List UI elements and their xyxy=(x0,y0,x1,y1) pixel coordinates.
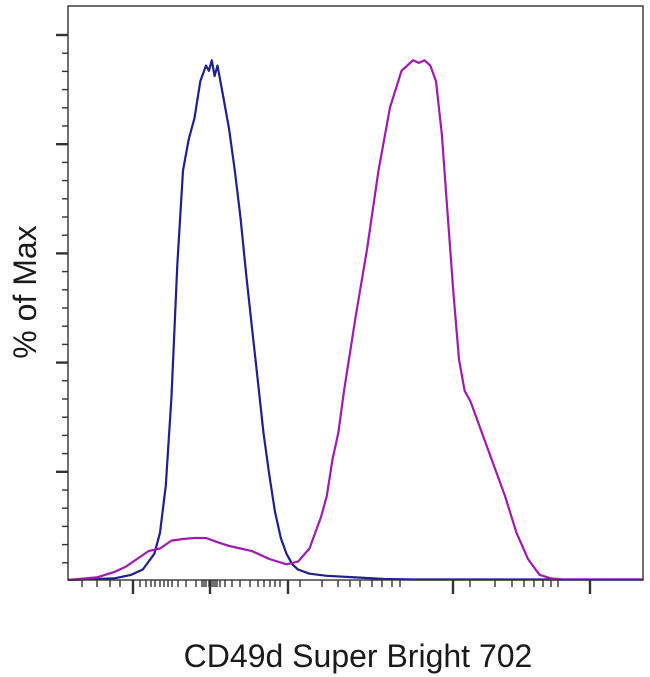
series-line-1 xyxy=(67,59,643,582)
plot-frame xyxy=(67,5,644,581)
y-axis-label: % of Max xyxy=(7,225,43,358)
x-axis-ticks xyxy=(81,580,592,594)
series-layer xyxy=(67,59,643,582)
y-axis-ticks xyxy=(56,33,68,564)
series-line-2 xyxy=(67,59,643,582)
x-axis-label: CD49d Super Bright 702 xyxy=(184,638,533,674)
